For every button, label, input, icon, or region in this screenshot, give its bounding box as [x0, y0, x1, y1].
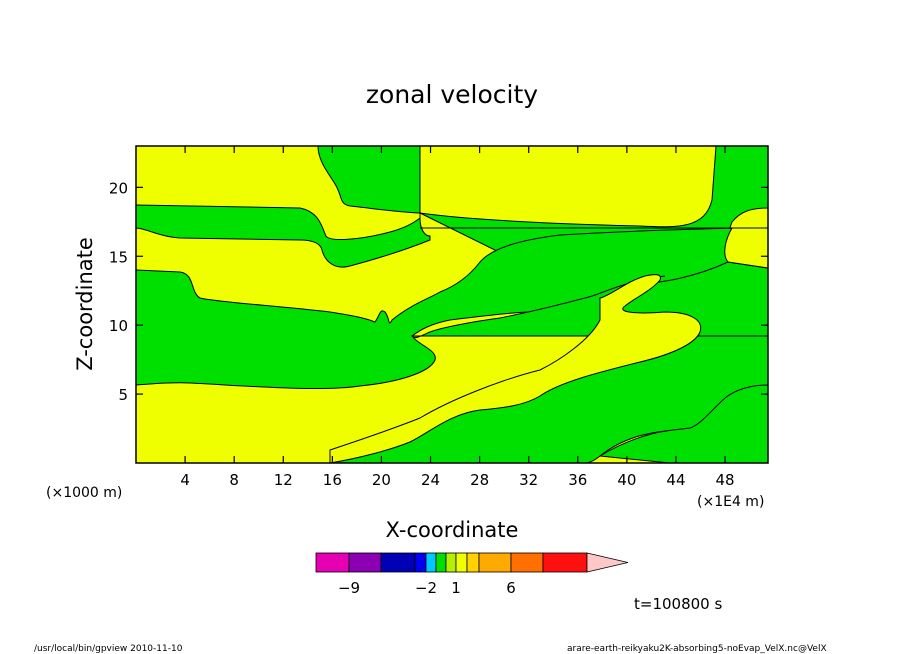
contour-region-positive [329, 274, 702, 464]
plot-area [135, 145, 769, 464]
colorbar-segment [510, 552, 544, 573]
colorbar-segment [542, 552, 588, 573]
colorbar: −9 −2 1 6 [315, 552, 629, 597]
y-axis: 5 10 15 20 [109, 179, 768, 404]
footer-program: /usr/local/bin/gpview 2010-11-10 [34, 644, 183, 654]
x-tick-label: 24 [421, 471, 440, 489]
y-tick-label: 5 [118, 386, 128, 404]
chart-title: zonal velocity [366, 80, 538, 109]
x-tick-label: 28 [470, 471, 489, 489]
y-scale-note: (×1000 m) [46, 485, 122, 501]
colorbar-segment [478, 552, 512, 573]
colorbar-segment [445, 552, 457, 573]
colorbar-label: −2 [415, 579, 437, 597]
colorbar-segment [315, 552, 350, 573]
colorbar-label: −9 [338, 579, 360, 597]
colorbar-extension [586, 552, 629, 573]
contour-region-positive [724, 227, 769, 269]
colorbar-segment [466, 552, 480, 573]
x-tick-label: 4 [180, 471, 190, 489]
time-label: t=100800 s [634, 595, 722, 613]
y-tick-label: 15 [109, 248, 128, 266]
x-scale-note: (×1E4 m) [697, 494, 764, 510]
x-tick-label: 36 [568, 471, 587, 489]
x-tick-label: 20 [372, 471, 391, 489]
x-tick-label: 16 [323, 471, 342, 489]
x-axis: 4 8 12 16 20 24 28 32 36 40 44 48 [180, 146, 735, 489]
x-tick-label: 48 [716, 471, 735, 489]
colorbar-segment [425, 552, 437, 573]
x-tick-label: 44 [666, 471, 685, 489]
colorbar-label: 1 [451, 579, 461, 597]
x-axis-label: X-coordinate [386, 518, 519, 542]
plot-frame [135, 145, 769, 464]
colorbar-segment [435, 552, 447, 573]
footer-source: arare-earth-reikyaku2K-absorbing5-noEvap… [567, 644, 827, 654]
colorbar-segment [414, 552, 427, 573]
colorbar-label: 6 [506, 579, 516, 597]
colorbar-segment [348, 552, 382, 573]
y-tick-label: 20 [109, 179, 128, 197]
contour-region-negative [135, 145, 431, 268]
x-tick-label: 8 [229, 471, 239, 489]
x-tick-label: 40 [617, 471, 636, 489]
colorbar-segment [455, 552, 468, 573]
x-tick-label: 32 [519, 471, 538, 489]
y-tick-label: 10 [109, 317, 128, 335]
x-tick-label: 12 [274, 471, 293, 489]
y-axis-label: Z-coordinate [73, 237, 97, 371]
colorbar-segment [380, 552, 416, 573]
